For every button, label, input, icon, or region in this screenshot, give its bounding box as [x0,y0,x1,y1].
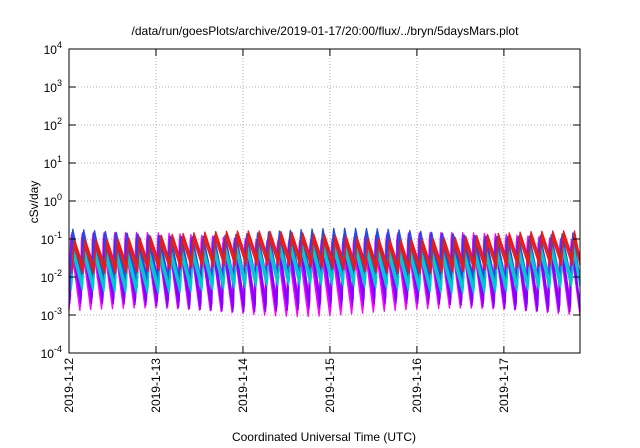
series-group [68,227,581,317]
x-tick-label: 2019-1-16 [410,358,424,413]
x-tick-label: 2019-1-12 [62,358,76,413]
x-tick-label: 2019-1-15 [323,358,337,413]
y-tick-label: 10-4 [41,344,62,361]
x-tick-label: 2019-1-17 [497,358,511,413]
x-axis-label: Coordinated Universal Time (UTC) [232,430,416,444]
y-axis-label: cSv/day [27,181,41,224]
y-tick-label: 100 [44,192,62,209]
y-tick-label: 10-2 [41,268,62,285]
x-tick-label: 2019-1-13 [149,358,163,413]
y-tick-label: 102 [44,116,62,133]
y-tick-label: 101 [44,154,62,171]
chart-title: /data/run/goesPlots/archive/2019-01-17/2… [132,24,520,38]
y-tick-label: 103 [44,78,62,95]
y-axis: 10-4 10-3 10-2 10-1 100 101 102 103 104 [41,40,580,361]
y-tick-label: 104 [44,40,62,57]
series-line [72,230,581,269]
y-tick-label: 10-1 [41,230,62,247]
x-axis: 2019-1-12 2019-1-13 2019-1-14 2019-1-15 2019… [62,49,511,413]
x-tick-label: 2019-1-14 [236,358,250,413]
y-tick-label: 10-3 [41,306,62,323]
